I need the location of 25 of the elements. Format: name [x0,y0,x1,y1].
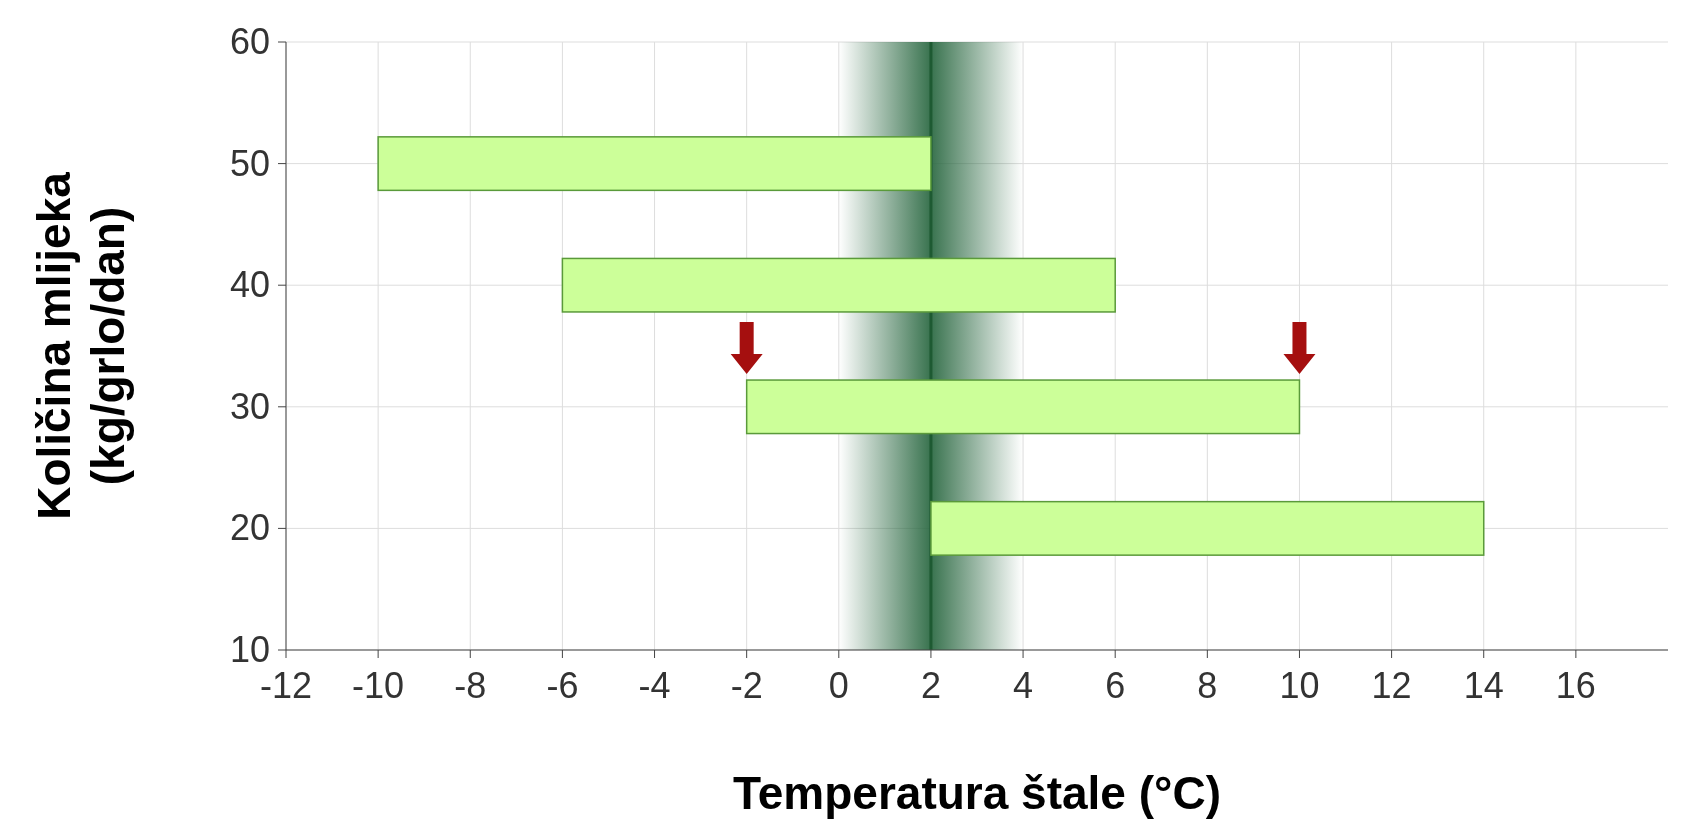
x-tick-label: 2 [920,665,941,706]
bar [377,136,932,192]
y-tick-label: 40 [229,264,270,306]
x-tick-label: 14 [1463,665,1504,706]
x-axis-title: Temperatura štale (°C) [733,767,1221,819]
x-tick-label: 6 [1105,665,1126,706]
x-tick-label: 10 [1279,665,1320,706]
x-tick-label: 16 [1555,665,1596,706]
x-tick-label: -4 [638,665,671,706]
x-tick-label: -10 [352,665,405,706]
y-tick-label: 20 [229,507,270,549]
x-tick-label: -6 [546,665,579,706]
y-axis-title: Količina mlijeka (kg/grlo/dan) [28,171,134,520]
y-tick-label: 30 [229,385,270,427]
x-tick-label: 0 [828,665,849,706]
y-tick-label: 60 [229,21,270,62]
x-tick-label: 4 [1013,665,1034,706]
bar [745,379,1301,435]
x-tick-label: -8 [454,665,487,706]
y-tick-label: 50 [229,142,270,184]
x-tick-label: 8 [1197,665,1218,706]
bar [930,500,1485,556]
bar [561,257,1116,313]
x-tick-label: 12 [1371,665,1412,706]
x-tick-label: -2 [730,665,763,706]
